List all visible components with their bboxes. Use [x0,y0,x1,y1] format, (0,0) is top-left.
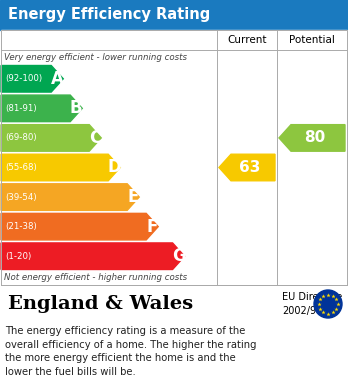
Text: England & Wales: England & Wales [8,295,193,313]
Polygon shape [1,184,139,210]
Polygon shape [1,243,184,269]
Text: F: F [147,218,158,236]
Text: (55-68): (55-68) [5,163,37,172]
Circle shape [314,290,342,318]
Text: (92-100): (92-100) [5,74,42,83]
Text: (81-91): (81-91) [5,104,37,113]
Text: G: G [172,247,185,265]
Text: Energy Efficiency Rating: Energy Efficiency Rating [8,7,210,23]
Text: Not energy efficient - higher running costs: Not energy efficient - higher running co… [4,273,187,283]
Polygon shape [1,213,158,240]
Text: (21-38): (21-38) [5,222,37,231]
Bar [0,0,348,30]
Text: 80: 80 [304,131,326,145]
Text: (69-80): (69-80) [5,133,37,142]
Text: EU Directive
2002/91/EC: EU Directive 2002/91/EC [282,292,342,316]
Text: Potential: Potential [289,35,335,45]
Text: D: D [107,158,121,176]
Text: (39-54): (39-54) [5,193,37,202]
Text: Current: Current [227,35,267,45]
Polygon shape [1,66,63,92]
Polygon shape [1,95,82,122]
Text: 63: 63 [239,160,261,175]
Bar [1,30,347,285]
Bar [1,30,347,50]
Text: Very energy efficient - lower running costs: Very energy efficient - lower running co… [4,52,187,61]
Polygon shape [279,125,345,151]
Bar [1,285,347,323]
Text: A: A [51,70,64,88]
Polygon shape [219,154,275,181]
Text: (1-20): (1-20) [5,252,31,261]
Text: B: B [70,99,82,117]
Text: The energy efficiency rating is a measure of the
overall efficiency of a home. T: The energy efficiency rating is a measur… [5,326,256,377]
Polygon shape [1,125,101,151]
Text: C: C [89,129,101,147]
Polygon shape [1,154,120,181]
Text: E: E [127,188,139,206]
